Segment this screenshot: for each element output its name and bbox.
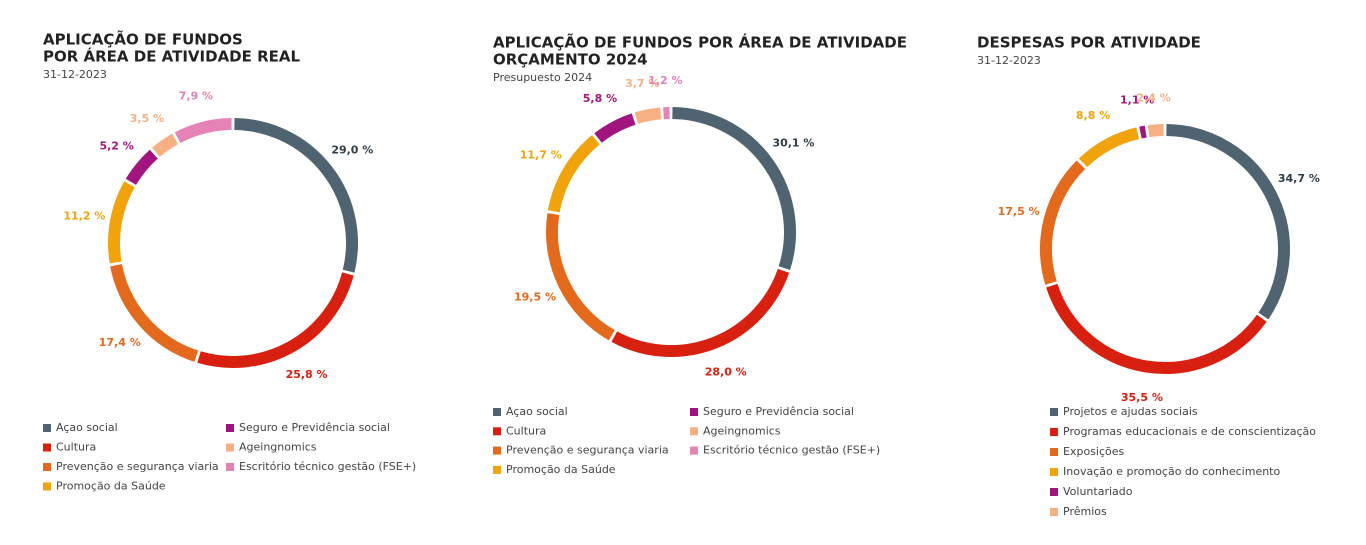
- legend-swatch: [1050, 448, 1058, 456]
- value-label: 34,7 %: [1278, 172, 1320, 185]
- legend-label: Cultura: [506, 424, 546, 437]
- legend-label: Açao social: [506, 405, 568, 418]
- value-label: 28,0 %: [705, 366, 747, 379]
- legend-label: Prevenção e segurança viaria: [506, 444, 669, 457]
- donut-segment: [1166, 124, 1290, 320]
- value-label: 11,2 %: [63, 210, 105, 223]
- legend-label: Ageingnomics: [703, 424, 781, 437]
- legend-swatch: [43, 463, 51, 471]
- value-label: 29,0 %: [331, 143, 373, 156]
- value-label: 25,8 %: [286, 368, 328, 381]
- legend-swatch: [43, 482, 51, 491]
- value-label: 5,2 %: [99, 140, 133, 153]
- legend-label: Escritório técnico gestão (FSE+): [239, 460, 416, 473]
- value-label: 30,1 %: [772, 137, 814, 150]
- chart-subtitle: Presupuesto 2024: [493, 71, 592, 84]
- legend-swatch: [1050, 508, 1058, 516]
- value-label: 11,7 %: [520, 149, 562, 162]
- chart-title: ORÇAMENTO 2024: [493, 51, 648, 69]
- legend-swatch: [493, 446, 501, 455]
- donut-segment: [197, 272, 354, 368]
- donut-segment: [174, 118, 232, 144]
- legend-label: Promoção da Saúde: [56, 480, 166, 493]
- chart-title: APLICAÇÃO DE FUNDOS POR ÁREA DE ATIVIDAD…: [493, 33, 907, 52]
- legend-swatch: [226, 424, 234, 432]
- value-label: 17,4 %: [99, 336, 141, 349]
- legend-label: Seguro e Previdência social: [703, 405, 854, 418]
- legend-label: Voluntariado: [1063, 485, 1133, 498]
- chart-subtitle: 31-12-2023: [977, 54, 1041, 67]
- legend-label: Ageingnomics: [239, 441, 317, 454]
- donut-segment: [152, 133, 179, 157]
- chart-title: APLICAÇÃO DE FUNDOS: [43, 30, 243, 49]
- legend-swatch: [43, 424, 51, 432]
- legend-swatch: [1050, 408, 1058, 416]
- value-label: 8,8 %: [1076, 109, 1110, 122]
- legend-label: Projetos e ajudas sociais: [1063, 405, 1198, 418]
- value-label: 1,2 %: [648, 74, 682, 87]
- donut-segment: [1078, 127, 1140, 168]
- value-label: 35,5 %: [1121, 391, 1163, 404]
- legend-swatch: [690, 408, 698, 416]
- chart-title: POR ÁREA DE ATIVIDADE REAL: [43, 47, 301, 66]
- legend-label: Exposições: [1063, 445, 1125, 458]
- legend-label: Inovação e promoção do conhecimento: [1063, 465, 1280, 478]
- legend-label: Cultura: [56, 441, 96, 454]
- donut-segment: [611, 268, 790, 357]
- legend-swatch: [1050, 468, 1058, 476]
- value-label: 1,1 %: [1120, 94, 1154, 107]
- value-label: 5,8 %: [583, 92, 617, 105]
- legend-swatch: [690, 427, 698, 436]
- legend-swatch: [493, 465, 501, 474]
- legend-swatch: [690, 446, 698, 455]
- donut-segment: [1147, 124, 1164, 138]
- legend-label: Promoção da Saúde: [506, 463, 616, 476]
- value-label: 3,7 %: [625, 77, 659, 90]
- value-label: 17,5 %: [998, 205, 1040, 218]
- legend-swatch: [226, 463, 234, 471]
- value-label: 3,5 %: [130, 112, 164, 125]
- legend-label: Seguro e Previdência social: [239, 421, 390, 434]
- legend-swatch: [43, 443, 51, 452]
- donut-segment: [594, 113, 636, 143]
- donut-segment: [110, 264, 199, 362]
- chart-subtitle: 31-12-2023: [43, 68, 107, 81]
- legend-swatch: [493, 427, 501, 436]
- legend-label: Programas educacionais e de conscientiza…: [1063, 425, 1316, 438]
- value-label: 2,4 %: [1136, 91, 1170, 104]
- donut-segment: [234, 118, 358, 273]
- donut-segment: [634, 107, 662, 124]
- value-label: 7,9 %: [179, 90, 213, 103]
- donut-segment: [125, 149, 158, 186]
- legend-swatch: [493, 408, 501, 416]
- donut-segment: [1046, 283, 1267, 374]
- legend-swatch: [1050, 488, 1058, 496]
- legend-swatch: [1050, 428, 1058, 436]
- legend-label: Prêmios: [1063, 505, 1107, 518]
- donut-segment: [108, 181, 135, 264]
- donut-segment: [672, 107, 796, 270]
- legend-label: Açao social: [56, 421, 118, 434]
- legend-label: Prevenção e segurança viaria: [56, 460, 219, 473]
- donut-segment: [546, 213, 615, 341]
- chart-title: DESPESAS POR ATIVIDADE: [977, 34, 1201, 52]
- donut-segment: [1040, 160, 1086, 285]
- donut-segment: [1139, 125, 1147, 139]
- value-label: 19,5 %: [514, 291, 556, 304]
- donut-segment: [547, 135, 600, 213]
- legend-swatch: [226, 443, 234, 452]
- legend-label: Escritório técnico gestão (FSE+): [703, 444, 880, 457]
